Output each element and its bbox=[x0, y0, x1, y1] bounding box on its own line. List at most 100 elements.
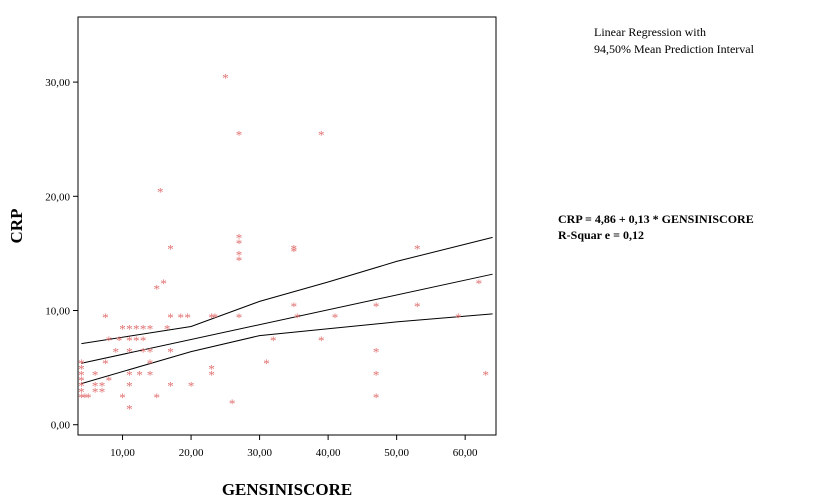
y-axis: 0,00 10,00 20,00 30,00 bbox=[45, 77, 78, 432]
data-point: * bbox=[178, 310, 185, 325]
data-point: * bbox=[133, 322, 140, 337]
prediction-interval bbox=[81, 236, 493, 385]
data-point: * bbox=[147, 322, 154, 337]
data-point: * bbox=[167, 344, 174, 359]
data-point: * bbox=[85, 390, 92, 405]
data-point: * bbox=[92, 379, 99, 394]
data-point: * bbox=[236, 253, 243, 268]
data-point: * bbox=[229, 396, 236, 411]
data-point: * bbox=[116, 333, 123, 348]
data-point: * bbox=[482, 367, 489, 382]
data-point: * bbox=[106, 333, 113, 348]
data-point: * bbox=[136, 367, 143, 382]
data-point: * bbox=[78, 367, 85, 382]
data-point: * bbox=[167, 242, 174, 257]
data-point: * bbox=[236, 127, 243, 142]
data-point: * bbox=[373, 390, 380, 405]
plot-frame bbox=[77, 16, 497, 436]
data-point: * bbox=[270, 333, 277, 348]
y-tick-label: 20,00 bbox=[45, 191, 70, 203]
data-point: * bbox=[78, 373, 85, 388]
data-point: * bbox=[99, 379, 106, 394]
data-point: * bbox=[78, 384, 85, 399]
data-point: * bbox=[164, 322, 171, 337]
data-point: * bbox=[126, 367, 133, 382]
data-point: * bbox=[291, 244, 298, 259]
data-point: * bbox=[147, 344, 154, 359]
legend: Linear Regression with 94,50% Mean Predi… bbox=[594, 24, 754, 58]
data-point: * bbox=[236, 230, 243, 245]
data-point: * bbox=[147, 356, 154, 371]
legend-line-2: 94,50% Mean Prediction Interval bbox=[594, 42, 754, 56]
data-point: * bbox=[140, 322, 147, 337]
legend-line-1: Linear Regression with bbox=[594, 25, 706, 39]
regression-equation: CRP = 4,86 + 0,13 * GENSINISCORE R-Squar… bbox=[558, 211, 754, 243]
y-tick-label: 10,00 bbox=[45, 306, 70, 318]
data-point: * bbox=[78, 379, 85, 394]
data-point: * bbox=[236, 247, 243, 262]
data-point: * bbox=[119, 390, 126, 405]
y-tick-label: 0,00 bbox=[51, 420, 71, 432]
data-point: * bbox=[373, 344, 380, 359]
data-point: * bbox=[373, 367, 380, 382]
data-point: * bbox=[373, 299, 380, 314]
data-point: * bbox=[291, 242, 298, 257]
data-point: * bbox=[414, 299, 421, 314]
x-tick-label: 20,00 bbox=[179, 447, 204, 459]
x-tick-label: 40,00 bbox=[316, 447, 341, 459]
data-point: * bbox=[222, 70, 229, 85]
data-point: * bbox=[184, 310, 191, 325]
y-tick-label: 30,00 bbox=[45, 77, 70, 89]
x-tick-label: 50,00 bbox=[384, 447, 409, 459]
data-point: * bbox=[99, 384, 106, 399]
x-tick-label: 30,00 bbox=[247, 447, 272, 459]
data-point: * bbox=[133, 333, 140, 348]
lower-interval-line bbox=[81, 313, 493, 385]
data-point: * bbox=[291, 299, 298, 314]
data-point: * bbox=[140, 344, 147, 359]
data-point: * bbox=[188, 379, 195, 394]
data-point: * bbox=[92, 367, 99, 382]
data-point: * bbox=[126, 379, 133, 394]
data-point: * bbox=[140, 333, 147, 348]
regression-line bbox=[81, 273, 493, 364]
data-point: * bbox=[126, 344, 133, 359]
data-point: * bbox=[208, 362, 215, 377]
data-point: * bbox=[236, 236, 243, 251]
data-point: * bbox=[160, 276, 167, 291]
x-tick-label: 10,00 bbox=[110, 447, 135, 459]
data-point: * bbox=[208, 310, 215, 325]
y-axis-title: CRP bbox=[7, 209, 26, 244]
data-point: * bbox=[157, 185, 164, 200]
data-point: * bbox=[318, 333, 325, 348]
x-tick-label: 60,00 bbox=[453, 447, 478, 459]
data-point: * bbox=[332, 310, 339, 325]
data-point: * bbox=[318, 127, 325, 142]
data-point: * bbox=[106, 373, 113, 388]
data-point: * bbox=[208, 367, 215, 382]
data-point: * bbox=[92, 384, 99, 399]
data-point: * bbox=[102, 310, 109, 325]
data-point: * bbox=[78, 390, 85, 405]
data-point: * bbox=[212, 310, 219, 325]
upper-interval-line bbox=[81, 236, 493, 345]
x-axis: 10,00 20,00 30,00 40,00 50,00 60,00 bbox=[110, 435, 478, 459]
data-point: * bbox=[455, 310, 462, 325]
data-point: * bbox=[294, 310, 301, 325]
data-point: * bbox=[236, 310, 243, 325]
r-squared-line: R-Squar e = 0,12 bbox=[558, 228, 644, 242]
data-point: * bbox=[78, 356, 85, 371]
data-point: * bbox=[102, 356, 109, 371]
data-point: * bbox=[147, 367, 154, 382]
data-point: * bbox=[154, 390, 161, 405]
equation-line: CRP = 4,86 + 0,13 * GENSINISCORE bbox=[558, 212, 754, 226]
data-point: * bbox=[414, 242, 421, 257]
data-point: * bbox=[78, 362, 85, 377]
data-point: * bbox=[119, 322, 126, 337]
data-point: * bbox=[263, 356, 270, 371]
data-point: * bbox=[126, 333, 133, 348]
data-point: * bbox=[126, 402, 133, 417]
data-point: * bbox=[154, 282, 161, 297]
data-points: ********* ************************* ******… bbox=[78, 70, 489, 416]
